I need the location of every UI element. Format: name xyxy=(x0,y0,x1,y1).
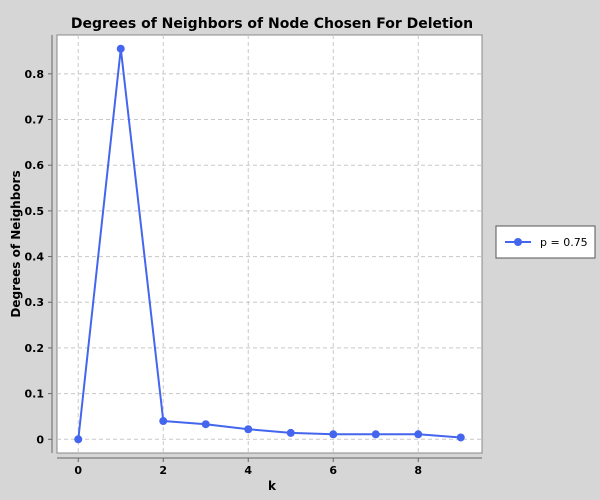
data-point xyxy=(116,44,125,53)
x-tick-label: 6 xyxy=(329,464,337,477)
data-point xyxy=(201,420,210,429)
y-tick-label: 0.5 xyxy=(25,205,45,218)
grid xyxy=(57,35,482,453)
x-tick-label: 8 xyxy=(414,464,422,477)
data-point xyxy=(74,435,83,444)
y-tick-label: 0.8 xyxy=(25,68,45,81)
data-point xyxy=(371,430,380,439)
data-point xyxy=(456,433,465,442)
y-tick-label: 0.7 xyxy=(25,114,45,127)
legend-marker xyxy=(514,238,522,246)
data-point xyxy=(244,425,253,434)
x-axis-label: k xyxy=(268,479,277,493)
x-tick-label: 4 xyxy=(244,464,252,477)
y-tick-label: 0.6 xyxy=(25,159,45,172)
y-tick-label: 0.4 xyxy=(25,251,45,264)
legend[interactable]: p = 0.75 xyxy=(495,225,596,259)
data-point xyxy=(286,428,295,437)
x-tick-label: 2 xyxy=(159,464,167,477)
data-point xyxy=(414,430,423,439)
data-point xyxy=(159,417,168,426)
ticks: 0 2 4 6 8 0 0.1 0.2 0.3 0.4 0.5 0.6 0.7 0.8 xyxy=(25,68,423,477)
y-axis-label: Degrees of Neighbors xyxy=(9,170,23,317)
data-point xyxy=(329,430,338,439)
legend-label: p = 0.75 xyxy=(540,236,588,249)
plot-area xyxy=(56,34,483,454)
y-tick-label: 0 xyxy=(36,433,44,446)
x-tick-label: 0 xyxy=(74,464,82,477)
series-line xyxy=(77,47,461,440)
y-tick-label: 0.1 xyxy=(25,388,45,401)
axes xyxy=(51,35,482,459)
chart-title: Degrees of Neighbors of Node Chosen For … xyxy=(71,16,473,32)
y-tick-label: 0.3 xyxy=(25,296,45,309)
series xyxy=(74,44,465,444)
y-tick-label: 0.2 xyxy=(25,342,45,355)
